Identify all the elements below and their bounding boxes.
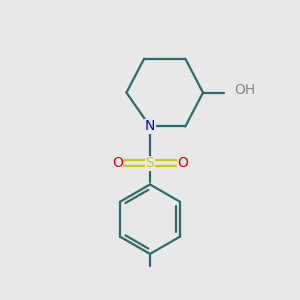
Text: OH: OH — [235, 83, 256, 97]
Text: S: S — [146, 156, 154, 170]
Text: N: N — [145, 119, 155, 134]
Text: O: O — [177, 156, 188, 170]
Text: O: O — [112, 156, 123, 170]
